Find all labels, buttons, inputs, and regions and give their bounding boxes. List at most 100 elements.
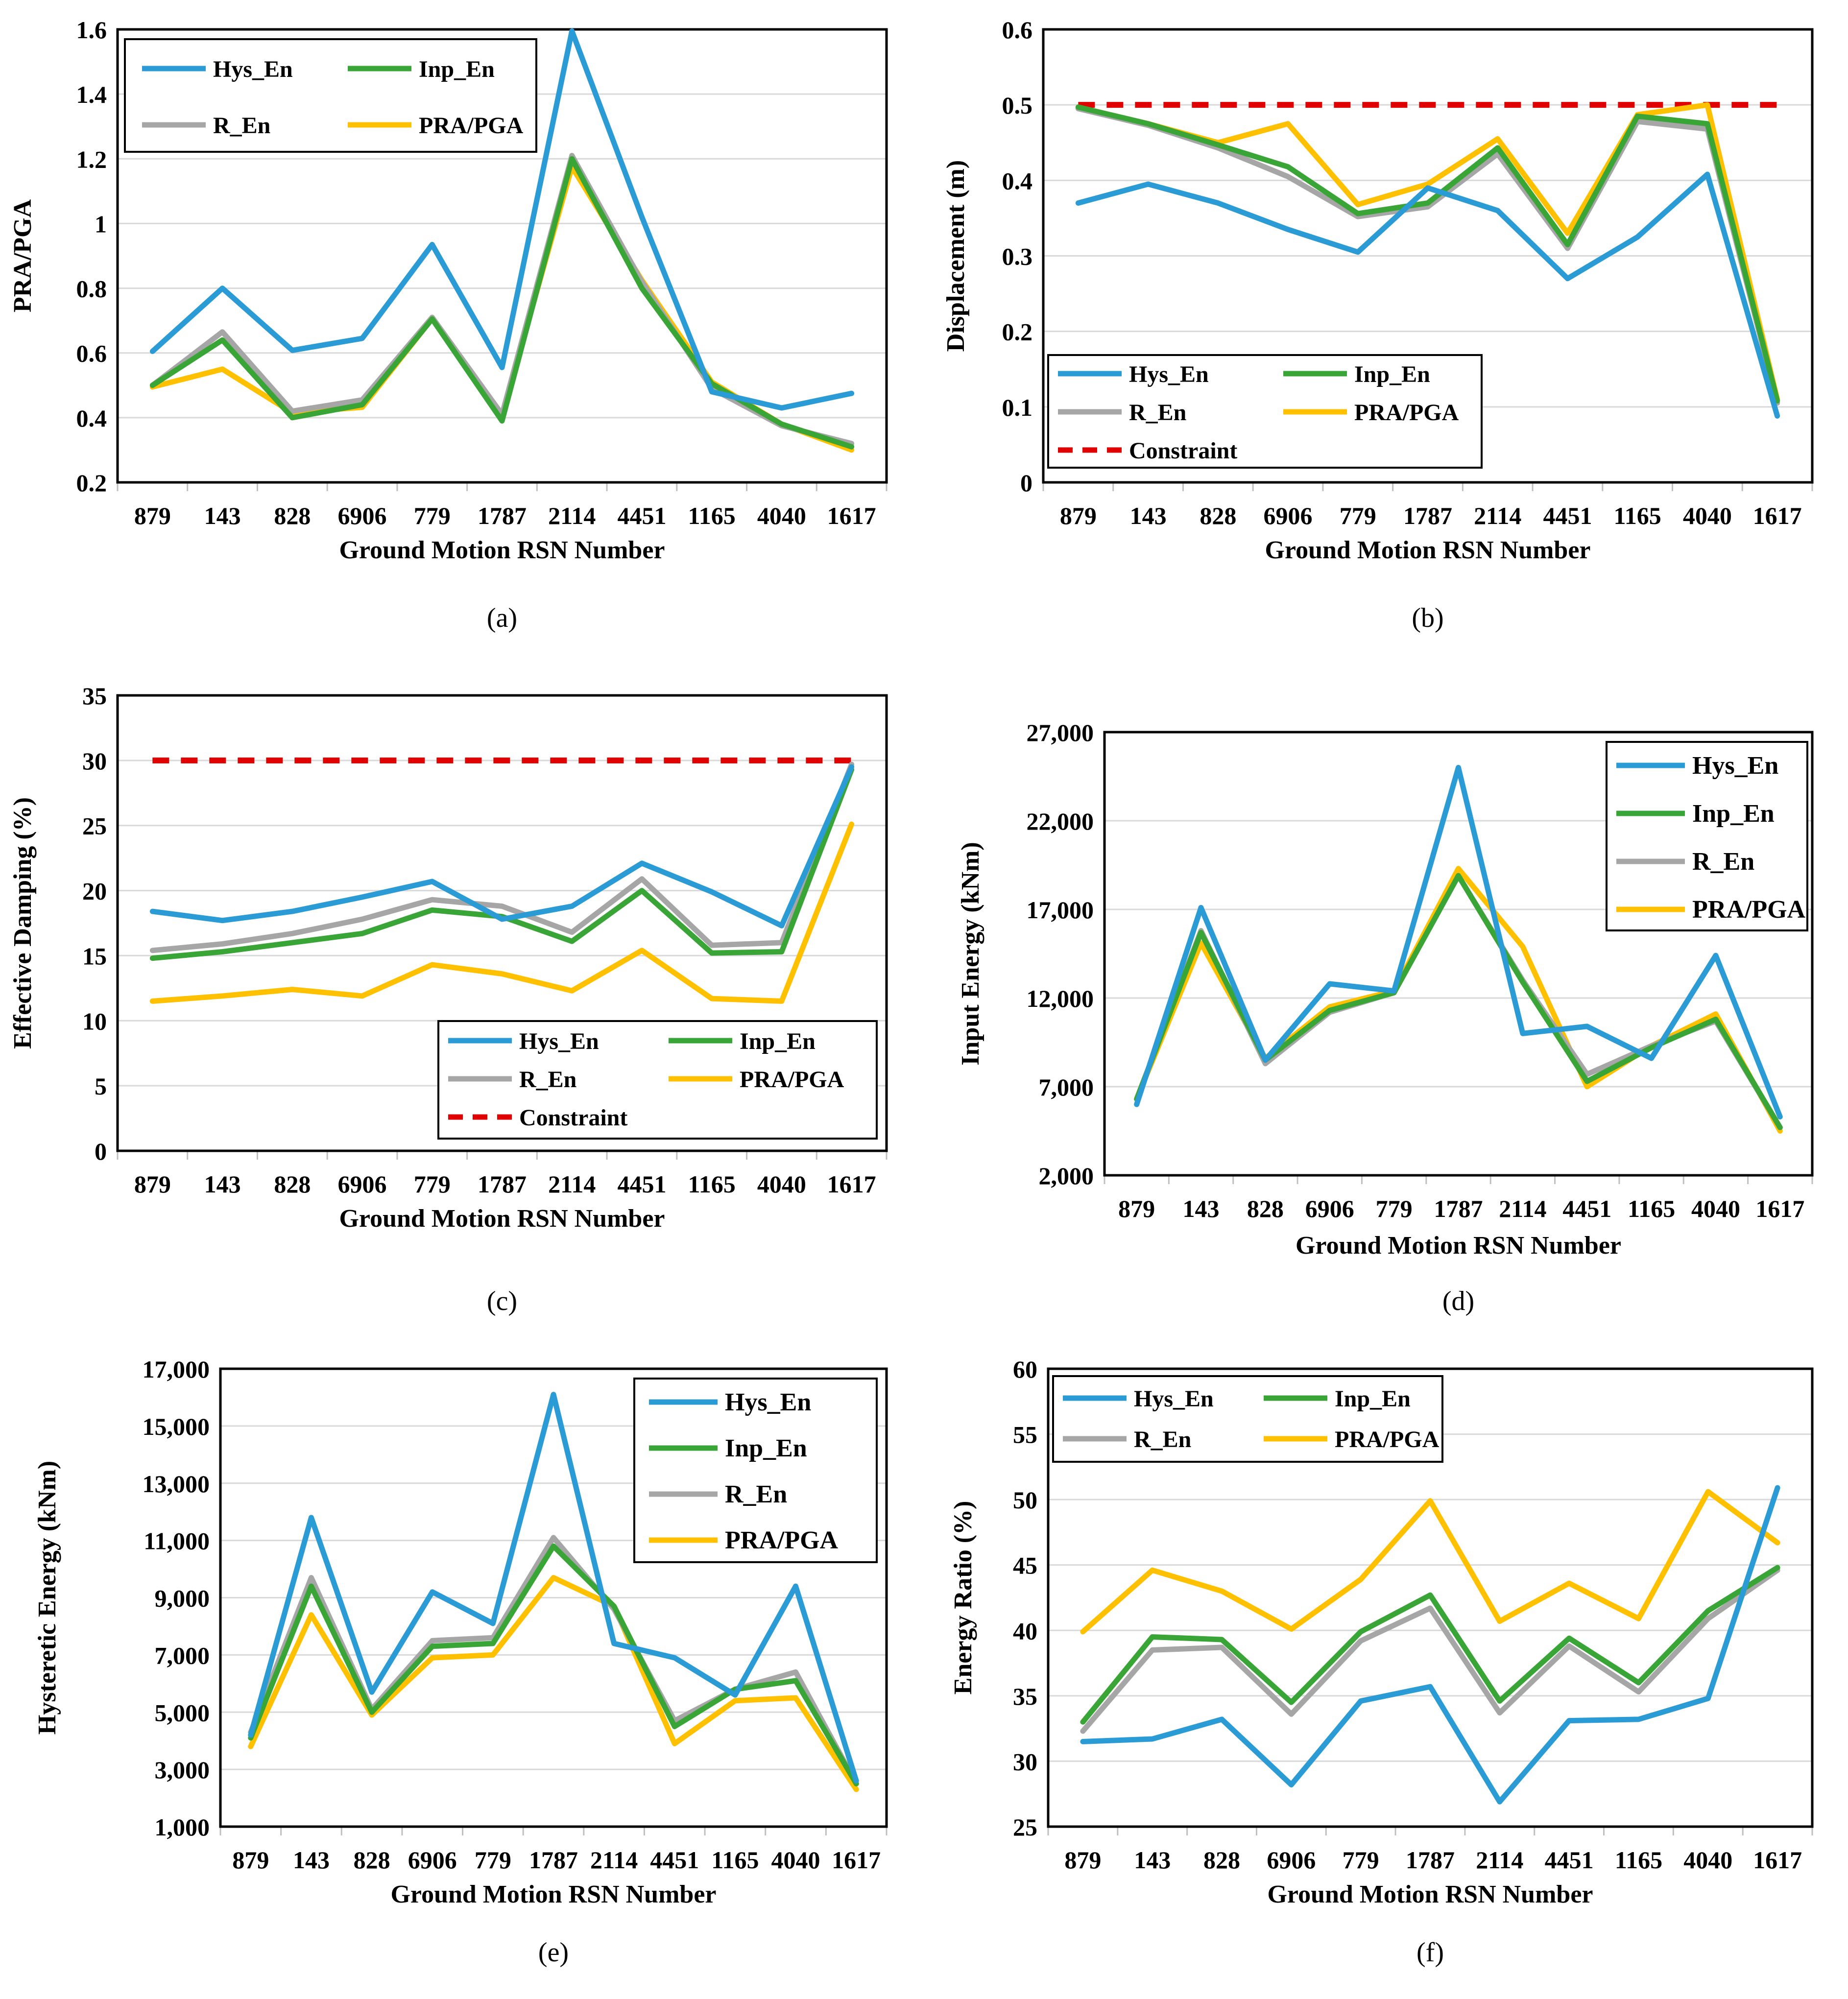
y-tick-label: 60 <box>1013 1356 1037 1383</box>
y-tick-label: 1,000 <box>155 1813 210 1841</box>
y-axis-label: PRA/PGA <box>9 199 37 313</box>
y-tick-label: 12,000 <box>1027 985 1094 1012</box>
y-tick-label: 2,000 <box>1039 1162 1094 1190</box>
x-tick-label: 1165 <box>711 1846 759 1874</box>
panel-e: 1,000 3,000 5,000 7,000 9,000 11,000 13,000 15,… <box>33 1356 888 1968</box>
x-tick-label: 1787 <box>1406 1846 1455 1874</box>
x-axis-label: Ground Motion RSN Number <box>339 1205 665 1233</box>
y-tick-label: 17,000 <box>143 1356 210 1383</box>
series-line-hys-en <box>149 764 855 928</box>
x-tick-label: 828 <box>274 1170 311 1198</box>
x-tick-label: 2114 <box>1476 1846 1523 1874</box>
legend-label-hys-en: Hys_En <box>519 1028 599 1054</box>
panel-label: (f) <box>1416 1937 1444 1968</box>
x-tick-label: 4040 <box>1683 502 1732 529</box>
legend-label-r-en: R_En <box>1134 1427 1191 1452</box>
y-tick-label: 0.8 <box>76 275 107 303</box>
x-tick-label: 4040 <box>1683 1846 1732 1874</box>
y-tick-label: 27,000 <box>1027 719 1094 746</box>
y-tick-label: 55 <box>1013 1421 1037 1449</box>
y-tick-label: 25 <box>1013 1813 1037 1841</box>
legend-label-pra-pga: PRA/PGA <box>740 1067 844 1093</box>
x-tick-label: 1165 <box>688 502 736 529</box>
y-tick-label: 35 <box>1013 1683 1037 1710</box>
y-tick-label: 0 <box>95 1138 107 1165</box>
series-line-hys-en <box>1134 764 1783 1119</box>
y-tick-label: 0.2 <box>1002 318 1033 346</box>
x-tick-label: 879 <box>232 1846 269 1874</box>
plot-frame <box>1042 28 1814 484</box>
legend-box <box>1052 1375 1443 1463</box>
legend-label-constraint: Constraint <box>519 1105 627 1131</box>
legend-label-inp-en: Inp_En <box>740 1028 816 1054</box>
x-tick-label: 779 <box>414 1170 451 1198</box>
y-tick-label: 1.4 <box>76 81 107 108</box>
x-tick-label: 828 <box>1247 1195 1284 1222</box>
legend: Hys_En Inp_En R_En PRA/PGA <box>124 38 537 153</box>
legend-label-r-en: R_En <box>213 113 270 139</box>
series-line-pra-pga <box>149 821 855 1004</box>
y-axis-label: Effective Damping (%) <box>9 797 37 1049</box>
legend: Hys_En Inp_En R_En PRA/PGA Constraint <box>437 1020 878 1140</box>
legend-label-pra-pga: PRA/PGA <box>1354 400 1459 426</box>
y-tick-label: 25 <box>82 812 107 840</box>
y-tick-label: 0.4 <box>1002 167 1033 194</box>
x-tick-label: 828 <box>274 502 311 529</box>
x-tick-label: 4451 <box>1562 1195 1611 1222</box>
x-tick-label: 1165 <box>688 1170 736 1198</box>
legend-label-pra-pga: PRA/PGA <box>1335 1427 1440 1452</box>
legend-label-inp-en: Inp_En <box>1692 800 1775 828</box>
legend-label-inp-en: Inp_En <box>725 1434 807 1462</box>
x-tick-label: 1165 <box>1615 1846 1662 1874</box>
series-line-inp-en <box>149 156 855 450</box>
x-tick-label: 828 <box>354 1846 390 1874</box>
y-tick-label: 30 <box>1013 1748 1037 1775</box>
y-tick-label: 0.3 <box>1002 243 1033 270</box>
legend-label-r-en: R_En <box>519 1067 576 1093</box>
x-tick-label: 1617 <box>1755 1195 1804 1222</box>
x-tick-label: 1617 <box>1753 1846 1802 1874</box>
series-line-pra-pga <box>248 1575 859 1792</box>
x-tick-label: 1617 <box>832 1846 881 1874</box>
x-tick-label: 879 <box>1064 1846 1101 1874</box>
x-tick-label: 4451 <box>617 502 666 529</box>
x-tick-label: 6906 <box>1305 1195 1354 1222</box>
legend-box <box>124 38 537 153</box>
x-tick-label: 828 <box>1200 502 1236 529</box>
y-tick-label: 17,000 <box>1027 896 1094 924</box>
y-tick-label: 10 <box>82 1007 107 1035</box>
x-tick-label: 828 <box>1203 1846 1240 1874</box>
legend-label-hys-en: Hys_En <box>725 1388 811 1416</box>
x-tick-label: 1787 <box>1403 502 1452 529</box>
legend-label-r-en: R_En <box>1129 400 1186 426</box>
panel-label: (e) <box>538 1937 569 1968</box>
series-line-inp-en <box>1075 104 1780 404</box>
legend-label-pra-pga: PRA/PGA <box>419 113 524 139</box>
plot-frame <box>116 28 888 484</box>
plot-frame <box>1047 1367 1814 1828</box>
legend: Hys_En Inp_En R_En PRA/PGA <box>1052 1375 1443 1463</box>
y-tick-label: 20 <box>82 878 107 905</box>
y-tick-label: 9,000 <box>155 1585 210 1612</box>
x-tick-label: 4451 <box>650 1846 699 1874</box>
legend-box <box>633 1378 878 1563</box>
legend-label-pra-pga: PRA/PGA <box>725 1526 839 1554</box>
y-tick-label: 1.2 <box>76 145 107 173</box>
x-tick-label: 879 <box>134 502 171 529</box>
panel-label: (c) <box>487 1286 517 1316</box>
y-tick-label: 0.6 <box>76 340 107 367</box>
y-tick-label: 1 <box>95 210 107 238</box>
x-tick-label: 1787 <box>478 502 527 529</box>
x-tick-label: 1165 <box>1628 1195 1675 1222</box>
x-tick-label: 2114 <box>548 502 596 529</box>
x-tick-label: 1617 <box>827 502 876 529</box>
x-tick-label: 143 <box>1130 502 1167 529</box>
series-line-hys-en <box>149 28 855 411</box>
x-tick-label: 2114 <box>1474 502 1521 529</box>
legend-label-pra-pga: PRA/PGA <box>1692 896 1806 924</box>
series-line-inp-en <box>149 767 855 961</box>
y-tick-label: 13,000 <box>143 1470 210 1498</box>
panel-c: 0 5 10 15 20 25 30 35 879 143 828 6906 779 1787 2114 44… <box>9 682 888 1316</box>
panel-f: 25 30 35 40 45 50 55 60 879 143 828 6906 779 1787 2114… <box>949 1356 1814 1968</box>
